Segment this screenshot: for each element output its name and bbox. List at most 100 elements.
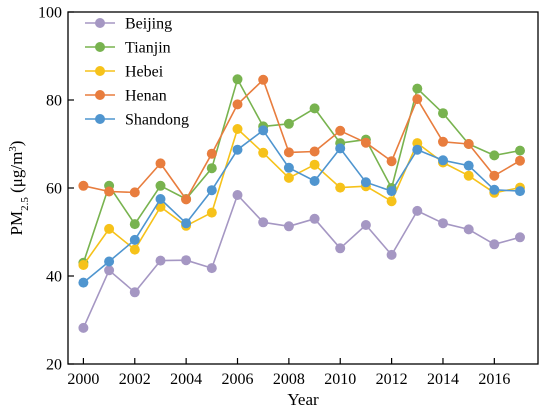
data-point-beijing — [412, 205, 423, 216]
data-point-henan — [438, 136, 448, 147]
data-point-henan — [78, 180, 89, 191]
data-point-hebei — [335, 182, 346, 193]
data-point-beijing — [489, 239, 500, 250]
data-point-hebei — [386, 196, 397, 207]
legend-label: Tianjin — [125, 40, 171, 57]
y-tick-label: 20 — [46, 357, 62, 374]
data-point-hebei — [258, 147, 269, 158]
plot-frame — [67, 11, 539, 365]
data-point-henan — [155, 158, 166, 169]
series-line-beijing — [82, 194, 521, 329]
data-point-shandong — [438, 155, 448, 166]
data-point-shandong — [386, 186, 397, 197]
data-point-shandong — [335, 143, 346, 154]
data-point-shandong — [181, 218, 192, 229]
data-point-beijing — [181, 255, 192, 266]
legend-label: Shandong — [125, 112, 189, 129]
x-tick-label: 2012 — [376, 371, 408, 388]
series-layer — [78, 74, 525, 333]
series-hebei — [78, 124, 525, 270]
data-point-beijing — [360, 220, 371, 230]
data-point-shandong — [283, 162, 294, 173]
legend-marker — [95, 114, 105, 124]
data-point-tianjin — [155, 180, 166, 191]
x-tick-label: 2014 — [427, 371, 459, 388]
data-point-henan — [335, 125, 346, 136]
x-tick-label: 2016 — [478, 371, 510, 388]
data-point-shandong — [104, 256, 115, 267]
data-point-beijing — [283, 221, 294, 232]
data-point-tianjin — [309, 103, 320, 114]
data-point-henan — [129, 187, 140, 198]
data-point-beijing — [104, 265, 115, 276]
data-point-henan — [489, 170, 500, 181]
data-point-shandong — [258, 125, 269, 136]
data-point-shandong — [412, 144, 423, 155]
data-point-tianjin — [283, 118, 294, 129]
legend-marker — [95, 18, 105, 28]
data-point-beijing — [335, 243, 346, 254]
legend-label: Henan — [125, 88, 167, 105]
data-point-shandong — [360, 177, 371, 188]
x-axis-ticks: 2000 2002 2004 2006 2008 2010 2012 2014 2016 — [67, 358, 510, 388]
series-line-shandong — [82, 129, 521, 284]
y-tick-label: 60 — [46, 181, 62, 198]
series-line-hebei — [82, 128, 521, 266]
x-axis-title: Year — [287, 390, 319, 409]
data-point-tianjin — [489, 150, 500, 161]
y-axis-title-subscript: 2.5 — [19, 197, 31, 211]
data-point-henan — [360, 137, 371, 148]
data-point-hebei — [309, 159, 320, 170]
data-point-shandong — [309, 176, 320, 186]
data-point-hebei — [283, 172, 294, 183]
data-point-henan — [283, 147, 294, 158]
data-point-shandong — [489, 184, 500, 195]
data-point-henan — [258, 74, 269, 85]
data-point-hebei — [232, 124, 243, 134]
data-point-henan — [206, 148, 217, 159]
data-point-henan — [386, 156, 397, 167]
data-point-hebei — [129, 244, 140, 255]
y-axis-title-units-close: ) — [7, 141, 26, 147]
x-tick-label: 2002 — [119, 371, 151, 388]
legend-label: Hebei — [125, 64, 164, 81]
data-point-beijing — [129, 287, 140, 298]
y-axis-title: PM2.5 (μg/m3) — [7, 141, 31, 236]
data-point-henan — [232, 99, 243, 110]
legend-item-tianjin: Tianjin — [85, 40, 171, 57]
legend-item-shandong: Shandong — [85, 112, 189, 129]
x-tick-label: 2010 — [324, 371, 356, 388]
y-axis-title-main: PM — [7, 211, 26, 236]
y-tick-label: 80 — [46, 93, 62, 110]
data-point-beijing — [309, 213, 320, 224]
data-point-shandong — [78, 277, 89, 288]
data-point-beijing — [386, 249, 397, 260]
data-point-beijing — [78, 322, 89, 333]
data-point-shandong — [463, 160, 474, 171]
series-beijing — [78, 190, 525, 333]
data-point-henan — [515, 155, 525, 166]
x-tick-label: 2008 — [273, 371, 305, 388]
data-point-henan — [412, 94, 423, 105]
data-point-shandong — [206, 185, 217, 196]
data-point-tianjin — [515, 145, 525, 156]
legend-marker — [95, 66, 105, 76]
data-point-hebei — [463, 170, 474, 181]
data-point-beijing — [463, 224, 474, 235]
data-point-beijing — [232, 190, 243, 200]
legend-marker — [95, 42, 105, 52]
y-tick-label: 100 — [38, 5, 62, 22]
legend-item-hebei: Hebei — [85, 64, 164, 81]
data-point-hebei — [78, 260, 89, 270]
x-tick-label: 2004 — [170, 371, 202, 388]
data-point-shandong — [129, 234, 140, 245]
legend: Beijing Tianjin Hebei Henan Shandong — [85, 16, 189, 129]
legend-marker — [95, 90, 105, 100]
data-point-henan — [104, 186, 115, 197]
data-point-shandong — [515, 186, 525, 197]
data-point-tianjin — [438, 108, 448, 119]
y-axis-title-units: (μg/m — [7, 152, 26, 197]
data-point-tianjin — [206, 163, 217, 174]
x-tick-label: 2000 — [67, 371, 99, 388]
